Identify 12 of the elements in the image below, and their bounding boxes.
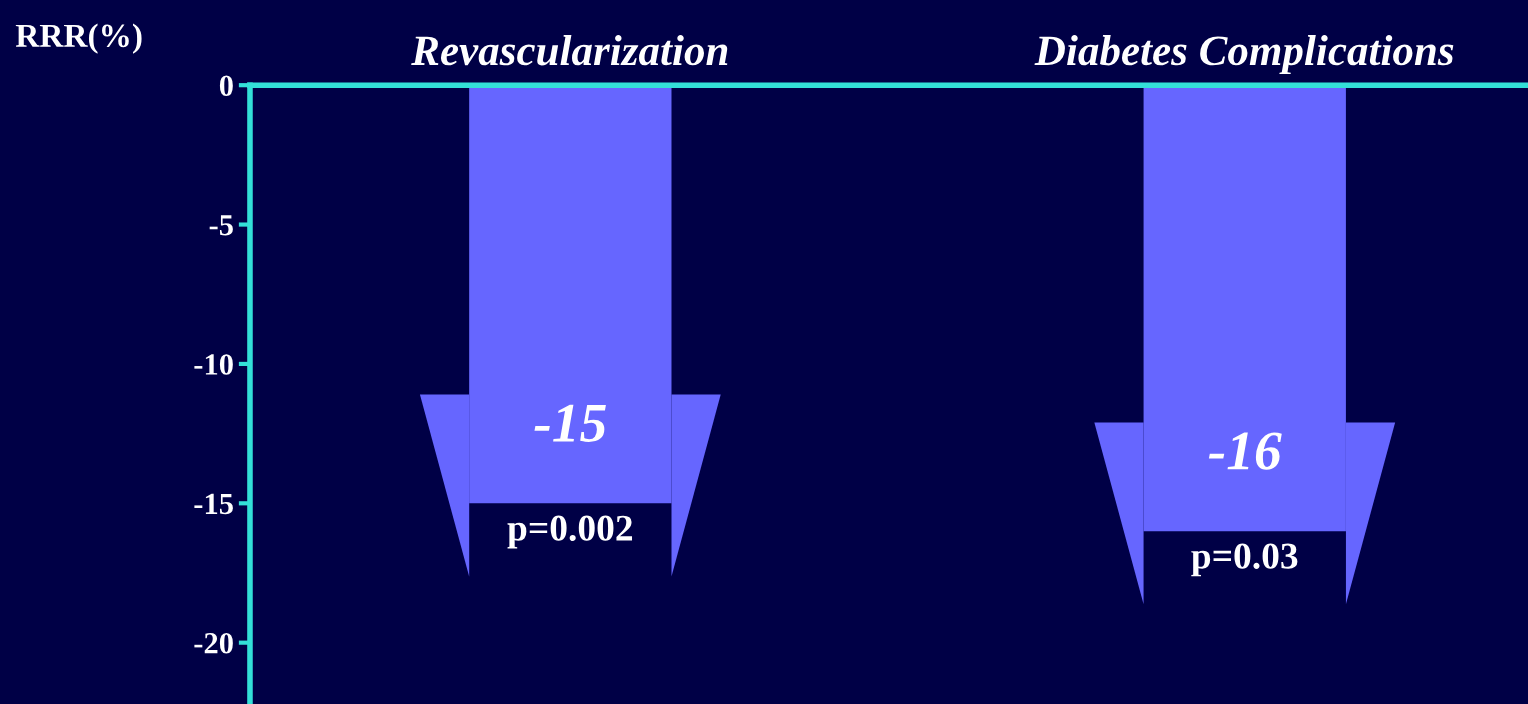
x-tick-label: Revascularization bbox=[411, 35, 728, 66]
x-tick-label: Diabetes Complications bbox=[1034, 35, 1454, 75]
data-label: -16 bbox=[1208, 432, 1282, 470]
data-label: -15 bbox=[534, 404, 606, 442]
y-tick-label: 0 bbox=[219, 75, 233, 97]
y-axis-title: RRR(%) bbox=[15, 23, 142, 54]
y-tick-label: -5 bbox=[209, 215, 233, 236]
annotation: p=0.002 bbox=[507, 515, 633, 549]
y-tick-label: -10 bbox=[194, 354, 233, 375]
y-tick-label: -15 bbox=[194, 493, 233, 515]
y-tick-label: -20 bbox=[194, 632, 233, 654]
annotation: p=0.03 bbox=[1191, 543, 1298, 577]
